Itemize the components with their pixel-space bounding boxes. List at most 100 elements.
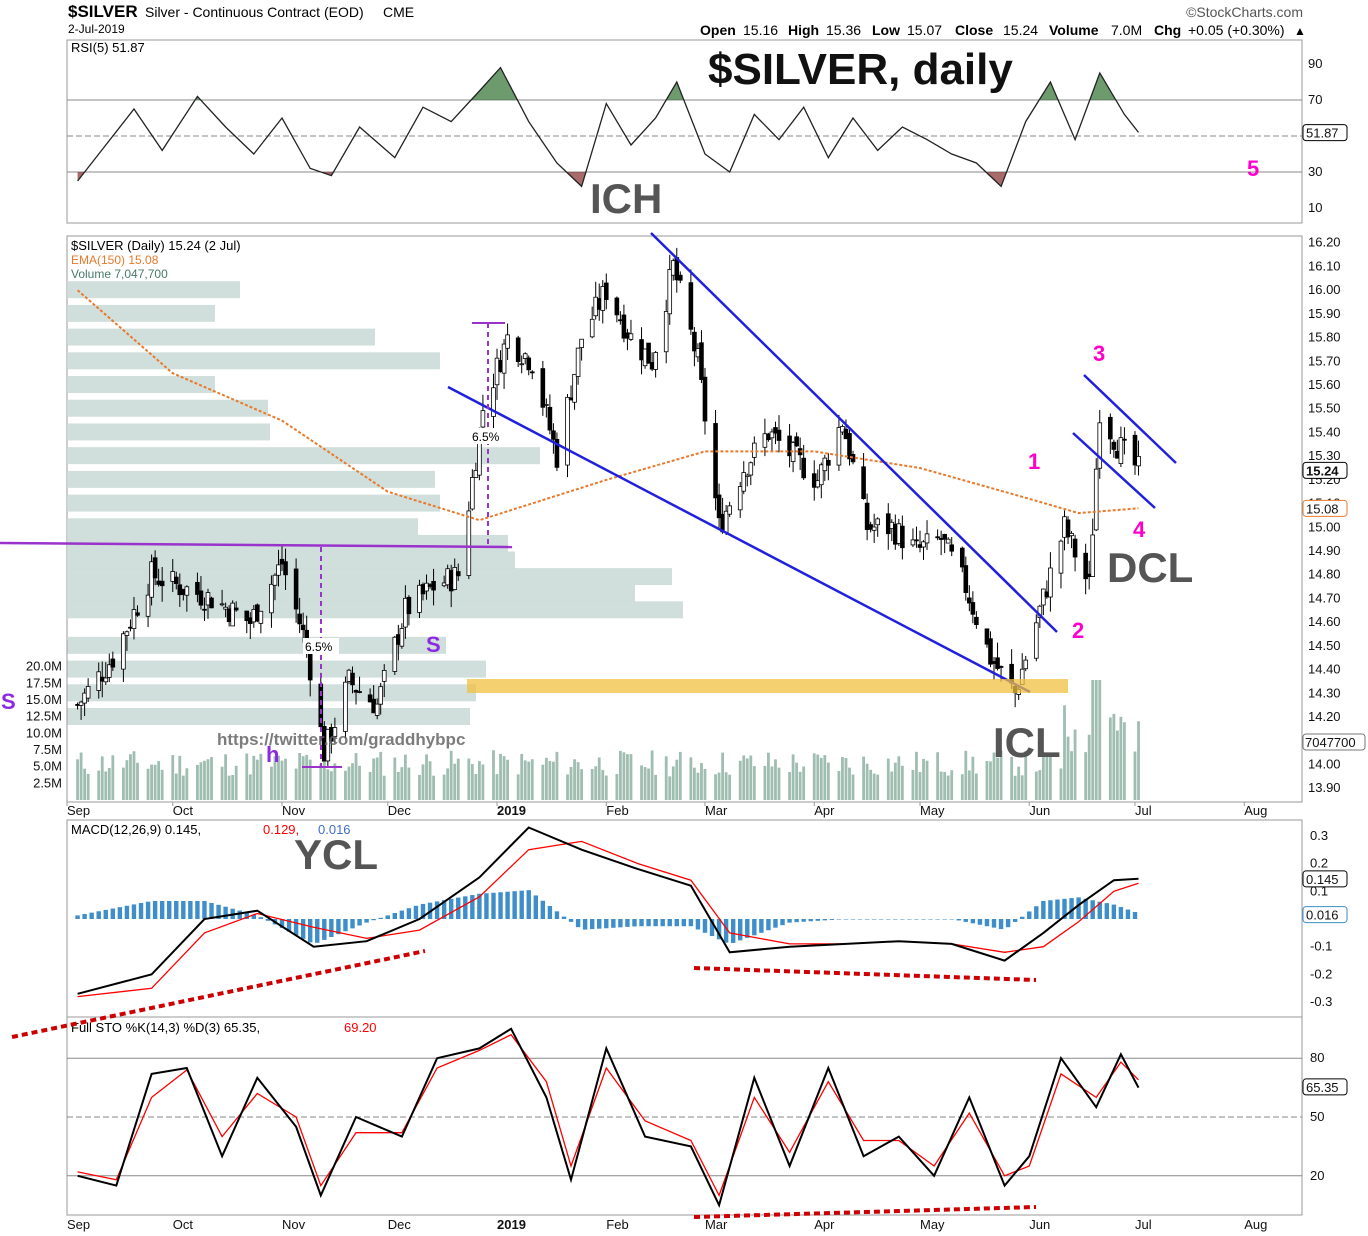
shoulder-left-label: S [1, 689, 16, 714]
volume-bar [798, 771, 802, 800]
macd-histogram-bar [970, 919, 976, 924]
volume-bar [541, 764, 545, 800]
volume-bar [717, 772, 721, 800]
candle-body [1034, 622, 1039, 659]
macd-histogram-bar [484, 893, 489, 919]
macd-histogram-bar [371, 919, 376, 921]
price-y-tick-label: 14.20 [1308, 709, 1341, 724]
x-tick-label-bottom: 2019 [497, 1217, 526, 1232]
volume-bar [752, 766, 756, 800]
volume-bar [816, 754, 820, 800]
x-tick-label-bottom: Dec [388, 1217, 412, 1232]
neckline [0, 541, 513, 549]
volume-bar [851, 774, 855, 800]
volume-bar [618, 750, 622, 800]
volume-bar [1094, 680, 1098, 800]
volume-legend: Volume 7,047,700 [71, 267, 168, 281]
volume-profile-bar [67, 281, 240, 299]
x-tick-label-bottom: Nov [282, 1217, 306, 1232]
macd-histogram-bar [209, 902, 214, 919]
macd-histogram-bar [315, 919, 320, 943]
volume-bar [259, 753, 263, 800]
macd-histogram-bar [188, 900, 193, 919]
macd-histogram-bar [667, 919, 672, 927]
volume-bar [516, 774, 520, 800]
macd-histogram-bar [1034, 906, 1039, 919]
volume-bar [777, 767, 781, 800]
volume-profile-bar [67, 376, 215, 394]
volume-bar [569, 766, 573, 800]
high-label: High [788, 22, 819, 38]
macd-histogram-bar [660, 919, 665, 927]
x-tick-label: Sep [67, 803, 90, 818]
macd-histogram-bar [258, 917, 264, 919]
macd-y-tick-label: -0.2 [1310, 966, 1332, 981]
volume-bar [742, 755, 746, 800]
volume-tick-label: 17.5M [26, 675, 62, 690]
candle-body [699, 342, 704, 381]
candle-body [910, 539, 916, 546]
macd-histogram-bar [738, 919, 743, 941]
macd-histogram-bar [1062, 898, 1067, 919]
macd-histogram-bar [836, 919, 842, 920]
macd-histogram-bar [850, 919, 856, 920]
volume-bar [552, 761, 555, 800]
volume-bar [922, 758, 925, 800]
macd-histogram-bar [202, 900, 207, 919]
macd-histogram-bar [773, 919, 778, 928]
volume-bar [724, 772, 728, 800]
macd-histogram-bar [181, 900, 186, 919]
candle-body [628, 333, 634, 340]
candle-body [748, 462, 754, 476]
candle-body [1111, 441, 1117, 450]
candle-body [737, 486, 743, 511]
candle-body [1048, 567, 1053, 598]
volume-bar [351, 763, 354, 800]
description-label: Silver - Continuous Contract (EOD) [145, 4, 364, 20]
dcl-label: DCL [1107, 544, 1193, 591]
candle-body [1023, 659, 1029, 670]
macd-histogram-bar [308, 919, 313, 943]
candle-body [170, 571, 176, 582]
candle-body [452, 567, 458, 590]
chg-up-icon: ▲ [1294, 24, 1306, 38]
macd-histogram-bar [646, 919, 651, 927]
volume-bar [629, 754, 633, 800]
candle-body [776, 429, 782, 441]
volume-bar [284, 758, 287, 800]
macd-histogram-bar [1027, 911, 1032, 919]
macd-histogram-bar [470, 895, 475, 919]
volume-bar [1010, 756, 1014, 800]
volume-bar [104, 771, 108, 800]
volume-bar [210, 757, 213, 800]
volume-bar [248, 774, 252, 800]
macd-histogram-bar [716, 919, 722, 940]
candle-body [826, 459, 831, 466]
volume-bar [802, 766, 806, 800]
candle-body [519, 363, 524, 366]
candle-body [575, 347, 581, 377]
macd-histogram-bar [195, 900, 200, 919]
volume-bar [788, 772, 791, 800]
volume-bar [481, 764, 485, 800]
macd-histogram-bar [385, 915, 390, 919]
macd-histogram-bar [1005, 919, 1011, 928]
volume-bar [1063, 705, 1066, 800]
candle-body [554, 438, 560, 468]
candle-body [501, 343, 507, 374]
volume-bar [939, 771, 943, 800]
candle-body [744, 474, 750, 477]
macd-histogram-bar [604, 919, 609, 929]
volume-bar [1098, 680, 1102, 800]
volume-bar [647, 768, 650, 800]
macd-histogram-bar [886, 919, 891, 920]
candle-body [621, 314, 627, 339]
macd-histogram-bar [914, 919, 919, 920]
candle-body [272, 574, 278, 586]
rsi-y-tick-label: 70 [1308, 92, 1322, 107]
volume-last-value-label: 7047700 [1305, 735, 1356, 750]
volume-bar [382, 775, 386, 800]
price-y-tick-label: 16.10 [1308, 258, 1341, 273]
volume-profile-bar [67, 304, 215, 322]
volume-bar [245, 753, 249, 800]
